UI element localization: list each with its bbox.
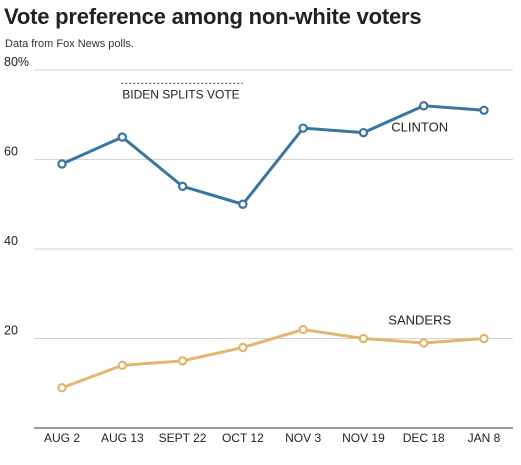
- chart-title: Vote preference among non-white voters: [4, 4, 422, 29]
- x-tick-label: AUG 2: [44, 431, 80, 445]
- x-tick-label: JAN 8: [468, 431, 501, 445]
- x-axis: AUG 2 AUG 13 SEPT 22 OCT 12 NOV 3 NOV 19 DEC 1…: [34, 427, 513, 445]
- x-tick-label: NOV 19: [342, 431, 385, 445]
- annotations: BIDEN SPLITS VOTE: [121, 82, 243, 101]
- sanders-point: [57, 383, 67, 393]
- chart-subtitle: Data from Fox News polls.: [5, 38, 134, 50]
- clinton-point: [238, 199, 248, 209]
- x-tick-label: SEPT 22: [159, 431, 207, 445]
- annotation-label: BIDEN SPLITS VOTE: [122, 87, 239, 101]
- sanders-point: [479, 333, 489, 344]
- sanders-line: [60, 328, 486, 390]
- sanders-series-label: SANDERS: [388, 313, 451, 328]
- x-tick-label: AUG 13: [101, 431, 144, 445]
- series-labels: CLINTON SANDERS: [388, 119, 451, 327]
- clinton-point: [298, 123, 308, 133]
- clinton-series-label: CLINTON: [391, 119, 448, 134]
- clinton-point: [57, 159, 67, 169]
- series: [57, 101, 489, 393]
- x-tick-label: DEC 18: [403, 431, 445, 445]
- clinton-point: [177, 181, 188, 192]
- y-tick-label: 80%: [4, 55, 29, 69]
- x-tick-label: NOV 3: [285, 431, 321, 445]
- y-tick-label: 20: [4, 324, 18, 338]
- sanders-point: [358, 333, 369, 344]
- gridlines: 80% 60 40 20: [4, 55, 513, 339]
- sanders-point: [117, 360, 127, 371]
- clinton-point: [117, 132, 127, 142]
- clinton-point: [358, 127, 369, 138]
- y-tick-label: 40: [4, 234, 18, 248]
- sanders-point: [419, 338, 429, 348]
- clinton-line: [60, 104, 486, 206]
- clinton-point: [479, 105, 489, 115]
- sanders-point: [177, 356, 188, 366]
- y-tick-label: 60: [4, 145, 18, 159]
- clinton-point: [419, 101, 429, 111]
- x-tick-label: OCT 12: [222, 431, 264, 445]
- sanders-point: [298, 324, 308, 335]
- sanders-point: [238, 342, 248, 353]
